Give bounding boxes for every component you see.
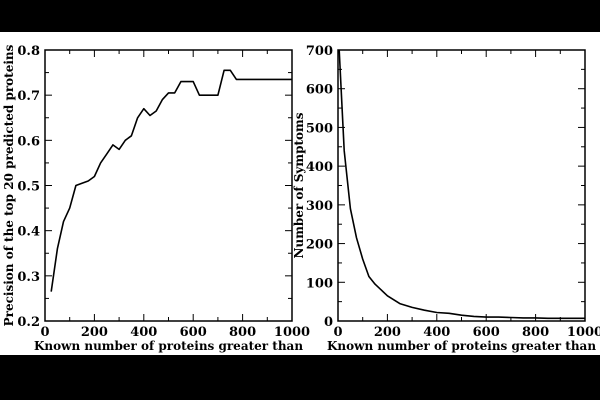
x-tick-label: 200 bbox=[374, 325, 401, 340]
y-tick-label: 600 bbox=[306, 83, 333, 98]
series-line bbox=[50, 69, 292, 292]
y-axis-title: Number of Symptoms bbox=[292, 112, 306, 258]
series-line bbox=[338, 49, 585, 320]
y-tick-label: 0 bbox=[324, 315, 333, 330]
y-tick-label: 0.8 bbox=[17, 44, 40, 59]
x-tick-label: 0 bbox=[40, 325, 49, 340]
y-tick-label: 300 bbox=[306, 199, 333, 214]
x-tick-label: 400 bbox=[130, 325, 157, 340]
y-axis-title: Precision of the top 20 predicted protei… bbox=[2, 44, 16, 326]
y-tick-label: 500 bbox=[306, 121, 333, 136]
x-axis-title: Known number of proteins greater than bbox=[34, 339, 303, 353]
y-tick-label: 0.4 bbox=[17, 225, 40, 240]
right-chart-panel: 0 200 400 600 800 1000 0 100 200 300 400 500 600 700 K… bbox=[292, 44, 600, 353]
x-tick-label: 1000 bbox=[274, 325, 310, 340]
y-tick-label: 0.3 bbox=[17, 270, 40, 285]
x-tick-label: 600 bbox=[180, 325, 207, 340]
x-tick-label: 800 bbox=[522, 325, 549, 340]
y-tick-label: 0.5 bbox=[17, 180, 40, 195]
x-tick-label: 0 bbox=[333, 325, 342, 340]
x-tick-label: 400 bbox=[423, 325, 450, 340]
y-tick-label: 100 bbox=[306, 276, 333, 291]
x-tick-label: 200 bbox=[81, 325, 108, 340]
left-chart-panel: 0 200 400 600 800 1000 0.2 0.3 0.4 0.5 0.6 0.7 0.8 Kn… bbox=[2, 44, 310, 353]
plot-frame bbox=[44, 49, 293, 322]
x-axis-title: Known number of proteins greater than bbox=[327, 339, 596, 353]
x-tick-label: 1000 bbox=[567, 325, 600, 340]
y-tick-label: 0.2 bbox=[17, 315, 40, 330]
y-tick-label: 0.7 bbox=[17, 89, 40, 104]
y-tick-label: 700 bbox=[306, 44, 333, 59]
x-tick-label: 800 bbox=[229, 325, 256, 340]
y-tick-label: 0.6 bbox=[17, 134, 40, 149]
y-tick-label: 400 bbox=[306, 160, 333, 175]
y-tick-label: 200 bbox=[306, 238, 333, 253]
plot-frame bbox=[337, 49, 586, 322]
x-tick-label: 600 bbox=[473, 325, 500, 340]
